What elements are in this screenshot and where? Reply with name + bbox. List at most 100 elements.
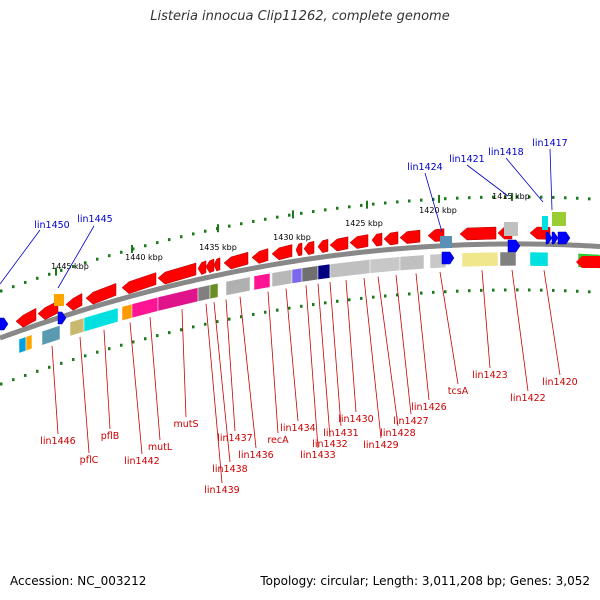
cog-box	[41, 325, 61, 346]
tick-dot	[216, 320, 219, 324]
reverse-gene-arrow	[459, 226, 497, 241]
reverse-gene-arrow	[223, 251, 249, 270]
tick-dot	[24, 280, 27, 284]
cog-box	[157, 287, 199, 312]
tick-dot	[84, 261, 87, 265]
scale-label: 1440 kbp	[125, 253, 163, 262]
tick-dot	[504, 288, 507, 292]
cog-box	[529, 251, 549, 267]
tick-dot	[420, 291, 423, 295]
forward-gene-arrow	[545, 231, 553, 245]
reverse-gene-arrow	[349, 234, 369, 249]
forward-cog-box	[504, 222, 518, 236]
reverse-gene-label: lin1438	[212, 464, 247, 475]
tick-dot	[0, 382, 3, 386]
cog-box	[69, 317, 85, 337]
forward-gene-arrow	[57, 311, 67, 325]
tick-dot	[588, 197, 591, 201]
forward-gene-arrow	[507, 239, 521, 253]
tick-dot	[408, 292, 411, 296]
major-tick	[131, 244, 133, 253]
scale-label: 1445 kbp	[51, 262, 89, 271]
scale-labels: 1445 kbp 1440 kbp 1435 kbp 1430 kbp 1425 kbp…	[51, 192, 530, 271]
tick-dot	[240, 222, 243, 226]
reverse-gene-label: lin1437	[217, 433, 252, 444]
tick-dot	[84, 354, 87, 358]
tick-dot	[432, 290, 435, 294]
reverse-gene-label: mutS	[173, 419, 198, 430]
reverse-gene-label: lin1429	[363, 440, 398, 451]
tick-dot	[372, 295, 375, 299]
scale-label: 1420 kbp	[419, 206, 457, 215]
tick-dot	[492, 288, 495, 292]
reverse-gene-label: lin1428	[380, 428, 415, 439]
reverse-leader-line	[317, 283, 331, 438]
major-tick	[217, 224, 219, 233]
reverse-leader-line	[103, 329, 111, 430]
tick-dot	[228, 224, 231, 228]
tick-dot	[456, 289, 459, 293]
major-tick	[292, 210, 294, 219]
reverse-gene-arrow	[317, 238, 329, 253]
tick-dot	[48, 365, 51, 369]
tick-dot	[120, 250, 123, 254]
tick-dot	[36, 369, 39, 373]
major-tick	[366, 200, 368, 209]
reverse-gene-arrow	[85, 283, 117, 305]
tick-dot	[408, 199, 411, 203]
cog-box	[131, 296, 159, 319]
cog-box	[25, 334, 33, 352]
major-tick	[511, 192, 513, 201]
tick-dot	[96, 350, 99, 354]
forward-leader-line	[424, 172, 443, 233]
label-leaders	[0, 148, 561, 484]
forward-leader-line	[466, 164, 509, 197]
tick-dot	[360, 203, 363, 207]
cog-box	[83, 307, 119, 333]
tick-dot	[264, 310, 267, 314]
reverse-gene-arrow	[303, 240, 315, 255]
reverse-gene-label: lin1434	[280, 423, 315, 434]
reverse-leader-line	[239, 296, 257, 449]
cog-box	[253, 272, 271, 291]
forward-cog-box	[54, 294, 64, 306]
cog-box	[499, 251, 517, 267]
major-tick	[438, 194, 440, 203]
reverse-leader-line	[543, 270, 561, 376]
forward-gene-arrow	[441, 251, 455, 265]
tick-dot	[576, 289, 579, 293]
cog-box	[369, 256, 401, 274]
reverse-leader-line	[345, 280, 357, 413]
reverse-leader-line	[205, 303, 223, 484]
tick-dot	[36, 276, 39, 280]
tick-dot	[156, 334, 159, 338]
tick-dot	[528, 195, 531, 199]
tick-dot	[540, 195, 543, 199]
reverse-leader-line	[129, 322, 143, 455]
reverse-gene-label: lin1446	[40, 436, 75, 447]
tick-dot	[420, 198, 423, 202]
tick-dot	[288, 306, 291, 310]
reverse-gene-arrow	[271, 244, 293, 261]
genome-backbone	[0, 241, 600, 341]
tick-dot	[204, 322, 207, 326]
reverse-gene-label: lin1433	[300, 450, 335, 461]
tick-dot	[192, 325, 195, 329]
tick-dot	[456, 196, 459, 200]
forward-leader-line	[57, 225, 95, 289]
tick-dot	[72, 265, 75, 269]
backbone-arc	[0, 241, 600, 341]
tick-dot	[516, 195, 519, 199]
scale-label: 1435 kbp	[199, 243, 237, 252]
reverse-leader-line	[225, 299, 236, 432]
reverse-gene-label: lin1420	[542, 377, 577, 388]
reverse-gene-arrow	[371, 232, 383, 247]
forward-gene-label: lin1417	[532, 138, 567, 149]
major-tick	[55, 267, 57, 276]
tick-dot	[336, 299, 339, 303]
reverse-leader-line	[213, 302, 231, 463]
forward-cog-box	[440, 236, 452, 248]
reverse-leader-line	[181, 309, 187, 418]
tick-dot	[432, 197, 435, 201]
